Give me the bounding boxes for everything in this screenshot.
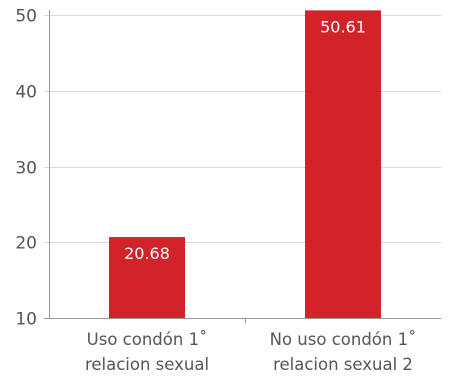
- y-tick-label: 50: [15, 7, 37, 27]
- labels: 10 20 30 40 50 20.68 Uso condón 1˚ relacion sex…: [15, 7, 416, 375]
- gridlines: [44, 15, 441, 243]
- bar-2: [305, 10, 381, 319]
- data-label-1: 20.68: [124, 244, 170, 263]
- y-tick-label: 20: [15, 234, 37, 254]
- axes: [44, 10, 441, 323]
- y-tick-label: 30: [15, 159, 37, 179]
- x-category-label: relacion sexual: [85, 355, 209, 374]
- y-tick-label: 40: [15, 83, 37, 103]
- data-label-2: 50.61: [320, 17, 366, 36]
- bar-1: [109, 237, 185, 318]
- y-tick-label: 10: [15, 310, 37, 330]
- bars: [109, 10, 381, 319]
- x-category-label: Uso condón 1˚: [87, 330, 208, 349]
- x-category-label: relacion sexual 2: [273, 355, 413, 374]
- x-category-label: No uso condón 1˚: [270, 330, 417, 349]
